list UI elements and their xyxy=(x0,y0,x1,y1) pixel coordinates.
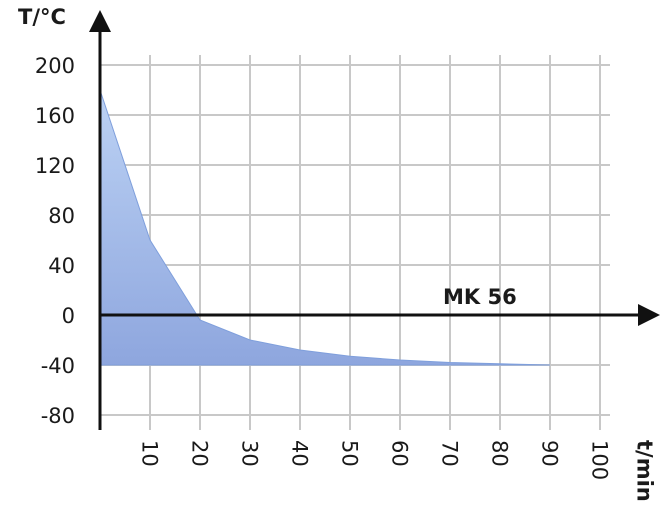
y-tick-label: 40 xyxy=(48,254,75,278)
x-tick-label: 60 xyxy=(388,440,412,467)
y-tick-label: 0 xyxy=(62,304,75,328)
series-label: MK 56 xyxy=(443,285,517,309)
x-tick-label: 90 xyxy=(538,440,562,467)
x-tick-label: 100 xyxy=(588,440,612,480)
y-tick-label: 200 xyxy=(35,54,75,78)
x-tick-label: 40 xyxy=(288,440,312,467)
x-tick-label: 80 xyxy=(488,440,512,467)
y-tick-label: -80 xyxy=(41,404,75,428)
x-tick-label: 50 xyxy=(338,440,362,467)
x-tick-label: 10 xyxy=(138,440,162,467)
y-tick-label: 160 xyxy=(35,104,75,128)
y-tick-label: -40 xyxy=(41,354,75,378)
area xyxy=(99,89,551,366)
x-tick-label: 70 xyxy=(438,440,462,467)
y-axis-label: T/°C xyxy=(18,5,66,29)
y-tick-label: 80 xyxy=(48,204,75,228)
x-axis-arrow xyxy=(638,304,660,326)
y-tick-label: 120 xyxy=(35,154,75,178)
x-axis-label: t/min xyxy=(633,440,657,502)
x-tick-label: 30 xyxy=(238,440,262,467)
x-tick-label: 20 xyxy=(188,440,212,467)
y-axis-arrow xyxy=(89,10,111,32)
